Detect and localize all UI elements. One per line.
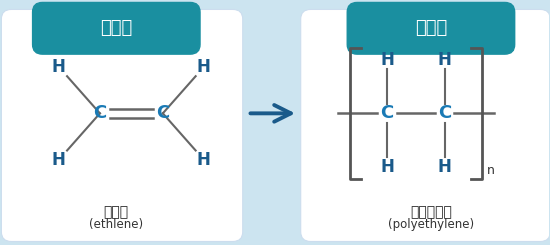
Text: H: H bbox=[380, 158, 394, 176]
FancyBboxPatch shape bbox=[2, 10, 243, 242]
Text: 폴리에틸렌: 폴리에틸렌 bbox=[410, 205, 452, 219]
Text: (polyethylene): (polyethylene) bbox=[388, 218, 474, 231]
Text: C: C bbox=[156, 104, 169, 122]
FancyBboxPatch shape bbox=[301, 10, 550, 242]
Text: C: C bbox=[94, 104, 107, 122]
Text: n: n bbox=[487, 164, 495, 177]
Text: 단량체: 단량체 bbox=[100, 19, 133, 37]
Text: (ethlene): (ethlene) bbox=[89, 218, 144, 231]
Text: H: H bbox=[197, 58, 211, 75]
Text: H: H bbox=[438, 158, 452, 176]
Text: 중합체: 중합체 bbox=[415, 19, 447, 37]
FancyBboxPatch shape bbox=[32, 2, 200, 54]
Text: H: H bbox=[438, 50, 452, 69]
Text: C: C bbox=[381, 104, 394, 122]
FancyArrowPatch shape bbox=[250, 105, 291, 122]
Text: H: H bbox=[197, 151, 211, 169]
Text: C: C bbox=[438, 104, 451, 122]
Text: H: H bbox=[52, 58, 66, 75]
Text: 에틸렌: 에틸렌 bbox=[104, 205, 129, 219]
FancyBboxPatch shape bbox=[347, 2, 515, 54]
Text: H: H bbox=[380, 50, 394, 69]
Text: H: H bbox=[52, 151, 66, 169]
